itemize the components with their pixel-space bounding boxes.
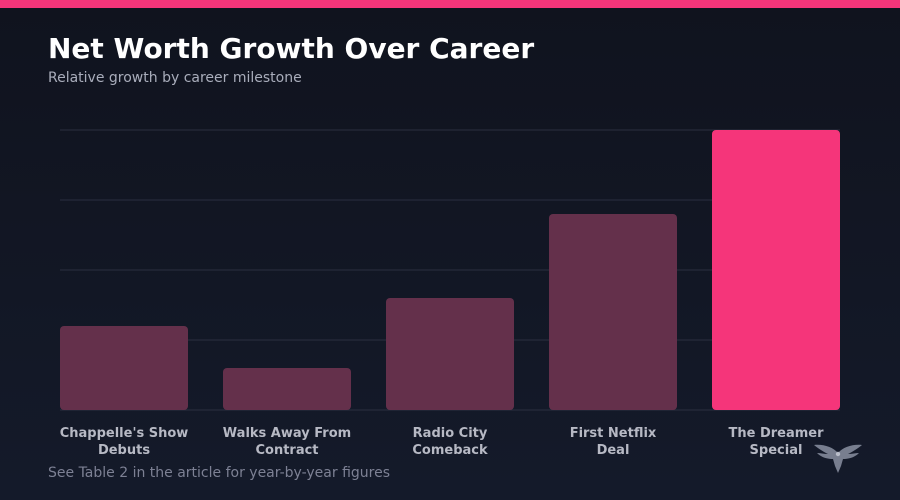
x-tick-labels: Chappelle's Show Debuts Walks Away From Con… [60, 426, 824, 458]
accent-top-bar [0, 0, 900, 8]
x-tick-label-4: First Netflix Deal [570, 426, 657, 458]
x-tick-label-3: Radio City Comeback [412, 426, 488, 458]
chart-subtitle: Relative growth by career milestone [48, 70, 302, 86]
chart-title: Net Worth Growth Over Career [48, 32, 535, 65]
eagle-icon [814, 444, 862, 473]
bar-4 [549, 214, 677, 410]
bar-2 [223, 368, 351, 410]
x-tick-label-1: Chappelle's Show Debuts [60, 426, 189, 458]
x-tick-label-5: The Dreamer Special [728, 426, 824, 458]
bar-5 [712, 130, 840, 410]
footnote: See Table 2 in the article for year-by-y… [48, 465, 391, 481]
bar-1 [60, 326, 188, 410]
bar-3 [386, 298, 514, 410]
x-tick-label-2: Walks Away From Contract [223, 426, 351, 458]
bars [60, 130, 840, 410]
